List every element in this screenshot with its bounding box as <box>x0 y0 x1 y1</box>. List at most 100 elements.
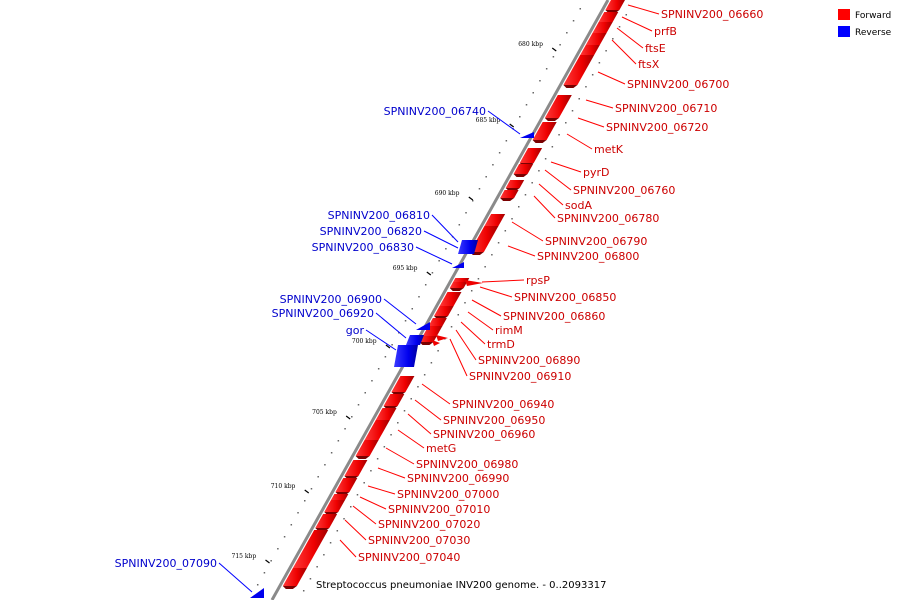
forward-gene-label[interactable]: SPNINV200_06940 <box>452 398 554 411</box>
forward-gene-label[interactable]: ftsE <box>645 42 666 55</box>
forward-leader <box>467 311 494 331</box>
position-dot <box>485 176 487 178</box>
position-dot <box>585 86 587 88</box>
position-dot <box>384 356 387 358</box>
position-dot <box>491 254 493 256</box>
reverse-leader <box>375 312 407 339</box>
forward-gene-label[interactable]: SPNINV200_07010 <box>388 503 490 516</box>
position-dot <box>465 212 467 214</box>
forward-leader <box>367 485 396 495</box>
forward-gene <box>344 460 368 476</box>
forward-gene-label[interactable]: SPNINV200_07000 <box>397 488 499 501</box>
position-dot <box>364 392 366 394</box>
forward-gene-label[interactable]: ftsX <box>638 58 660 71</box>
forward-leader <box>616 27 644 49</box>
reverse-gene-label[interactable]: SPNINV200_06740 <box>384 105 486 118</box>
forward-gene-label[interactable]: SPNINV200_06990 <box>407 472 509 485</box>
forward-gene-label[interactable]: rimM <box>495 324 523 337</box>
position-dot <box>618 26 621 28</box>
forward-gene <box>513 164 534 174</box>
forward-gene <box>598 12 619 22</box>
legend-forward-swatch <box>838 9 850 20</box>
forward-gene <box>469 226 499 252</box>
forward-gene-label[interactable]: SPNINV200_06760 <box>573 184 675 197</box>
forward-leader <box>544 169 572 191</box>
position-dot <box>356 494 359 496</box>
position-dot <box>404 320 407 322</box>
reverse-leader <box>383 298 417 325</box>
reverse-gene-label[interactable]: SPNINV200_07090 <box>115 557 217 570</box>
position-dot <box>330 452 333 454</box>
forward-gene-tip <box>500 198 515 201</box>
forward-gene-label[interactable]: SPNINV200_06950 <box>443 414 545 427</box>
forward-gene-label[interactable]: prfB <box>654 25 677 38</box>
position-dot <box>571 110 574 112</box>
forward-gene-label[interactable]: SPNINV200_06960 <box>433 428 535 441</box>
position-dot <box>350 506 352 508</box>
forward-leader <box>533 195 556 219</box>
position-dot <box>525 104 528 106</box>
position-dot <box>544 158 547 160</box>
position-dot <box>431 272 434 274</box>
position-dot <box>391 344 393 346</box>
position-dot <box>438 260 440 262</box>
reverse-gene-label[interactable]: SPNINV200_06810 <box>328 209 430 222</box>
position-dot <box>505 140 508 142</box>
position-dot <box>263 572 266 574</box>
reverse-gene-label[interactable]: SPNINV200_06900 <box>280 293 382 306</box>
legend: Forward Reverse <box>838 9 892 38</box>
forward-gene-label[interactable]: SPNINV200_06850 <box>514 291 616 304</box>
position-dot <box>497 242 500 244</box>
position-dot <box>377 368 380 370</box>
position-dot <box>336 530 339 532</box>
forward-gene-label[interactable]: pyrD <box>583 166 610 179</box>
forward-gene <box>331 494 349 500</box>
forward-gene-label[interactable]: metK <box>594 143 624 156</box>
reverse-gene-label[interactable]: SPNINV200_06820 <box>320 225 422 238</box>
reverse-gene-label[interactable]: gor <box>346 324 365 337</box>
forward-gene-label[interactable]: SPNINV200_06800 <box>537 250 639 263</box>
forward-gene-label[interactable]: SPNINV200_06700 <box>627 78 729 91</box>
forward-gene-label[interactable]: SPNINV200_06780 <box>557 212 659 225</box>
forward-leader <box>621 16 653 32</box>
forward-gene-label[interactable]: SPNINV200_07040 <box>358 551 460 564</box>
position-dot <box>418 296 420 298</box>
reverse-leader <box>487 110 521 135</box>
forward-gene <box>505 180 525 188</box>
reverse-gene-small <box>520 132 534 138</box>
forward-gene-label[interactable]: SPNINV200_06710 <box>615 102 717 115</box>
reverse-gene-label[interactable]: SPNINV200_06920 <box>272 307 374 320</box>
forward-gene-tip <box>355 456 370 459</box>
reverse-leader <box>218 562 253 593</box>
forward-gene-tip <box>563 85 578 88</box>
forward-gene-label[interactable]: rpsP <box>526 274 550 287</box>
forward-gene-label[interactable]: SPNINV200_06980 <box>416 458 518 471</box>
forward-gene-label[interactable]: sodA <box>565 199 592 212</box>
position-dot <box>458 224 461 226</box>
forward-gene-label[interactable]: SPNINV200_06890 <box>478 354 580 367</box>
position-dot <box>552 56 555 58</box>
forward-gene-label[interactable]: SPNINV200_07030 <box>368 534 470 547</box>
forward-gene-label[interactable]: SPNINV200_06720 <box>606 121 708 134</box>
forward-gene-label[interactable]: SPNINV200_06790 <box>545 235 647 248</box>
tick-marks: 680 kbp 685 kbp 690 kbp 695 kbp 700 kbp 705 k… <box>232 41 557 564</box>
position-dot <box>398 332 400 334</box>
forward-gene <box>428 318 447 326</box>
forward-gene-label[interactable]: metG <box>426 442 456 455</box>
forward-gene-label[interactable]: SPNINV200_06860 <box>503 310 605 323</box>
forward-gene-small <box>436 335 448 341</box>
forward-leader <box>359 496 387 510</box>
position-dot <box>559 44 561 46</box>
position-dot <box>304 500 306 502</box>
position-dot <box>370 470 372 472</box>
forward-gene-label[interactable]: SPNINV200_06660 <box>661 8 763 21</box>
forward-gene-label[interactable]: SPNINV200_06910 <box>469 370 571 383</box>
position-dot <box>551 146 554 148</box>
position-dot <box>397 422 399 424</box>
forward-gene-label[interactable]: trmD <box>487 338 515 351</box>
forward-gene-label[interactable]: SPNINV200_07020 <box>378 518 480 531</box>
forward-gene <box>453 278 470 282</box>
position-dot <box>317 476 319 478</box>
legend-reverse-swatch <box>838 26 850 37</box>
reverse-gene-label[interactable]: SPNINV200_06830 <box>312 241 414 254</box>
